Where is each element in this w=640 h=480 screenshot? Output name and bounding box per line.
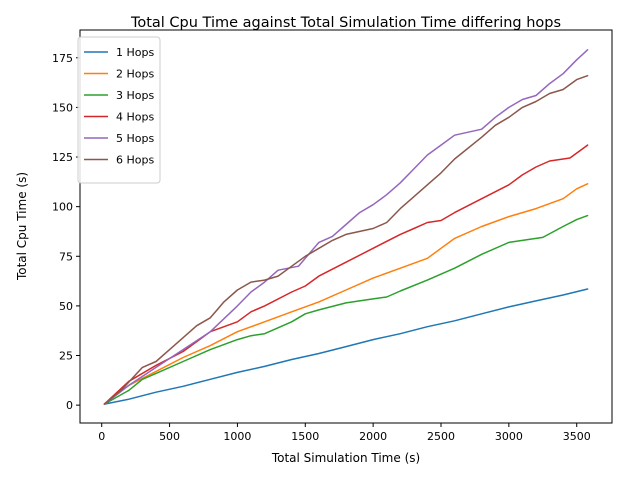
series-lines <box>103 49 589 405</box>
legend: 1 Hops 2 Hops 3 Hops 4 Hops 5 Hops 6 Hops <box>77 36 161 184</box>
y-tick-label: 125 <box>52 151 73 164</box>
series-line <box>103 183 589 405</box>
x-axis-ticks: 0 500 1000 1500 2000 2500 3000 3500 <box>98 423 591 443</box>
legend-entry: 4 Hops <box>116 111 154 124</box>
chart-title: Total Cpu Time against Total Simulation … <box>130 15 561 31</box>
y-tick-label: 175 <box>52 52 73 65</box>
y-tick-label: 0 <box>66 399 73 412</box>
plot-area <box>79 29 613 424</box>
x-tick-label: 1500 <box>291 430 319 443</box>
series-line <box>103 214 589 405</box>
y-tick-label: 50 <box>59 300 73 313</box>
legend-entry: 1 Hops <box>116 46 154 59</box>
x-tick-label: 3500 <box>563 430 591 443</box>
x-tick-label: 1000 <box>223 430 251 443</box>
legend-entry: 6 Hops <box>116 154 154 167</box>
x-tick-label: 3000 <box>495 430 523 443</box>
y-tick-label: 100 <box>52 201 73 214</box>
series-line <box>103 74 589 405</box>
legend-entry: 2 Hops <box>116 68 154 81</box>
x-axis-label: Total Simulation Time (s) <box>271 451 420 465</box>
series-line <box>103 288 589 405</box>
x-tick-label: 2000 <box>359 430 387 443</box>
y-tick-label: 25 <box>59 350 73 363</box>
y-tick-label: 75 <box>59 250 73 263</box>
series-line <box>103 49 589 405</box>
y-axis-ticks: 0 25 50 75 100 125 150 175 <box>52 52 80 412</box>
y-axis-label: Total Cpu Time (s) <box>15 172 29 281</box>
legend-entry: 5 Hops <box>116 132 154 145</box>
x-tick-label: 0 <box>98 430 105 443</box>
x-tick-label: 2500 <box>427 430 455 443</box>
x-tick-label: 500 <box>159 430 180 443</box>
legend-entry: 3 Hops <box>116 89 154 102</box>
y-tick-label: 150 <box>52 101 73 114</box>
